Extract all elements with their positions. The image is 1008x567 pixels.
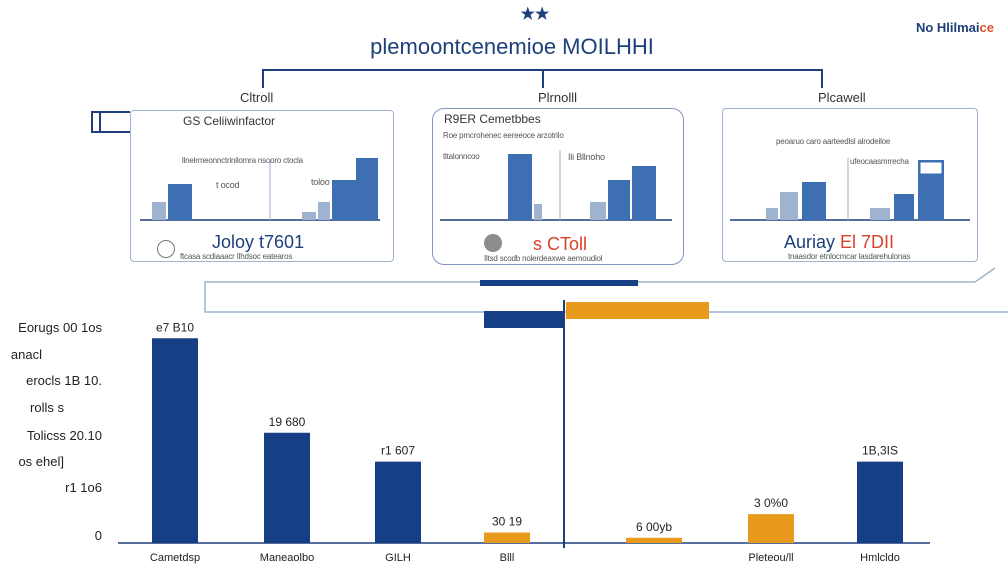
corner-brand-accent: ce [979, 20, 994, 35]
bar-1 [264, 432, 310, 543]
corner-brand-main: No Hlilmai [915, 20, 980, 35]
title-stars-icon: ★★ [520, 6, 550, 23]
panel-2-label: s CToll [533, 234, 587, 255]
x-tick-label-3: Blll [500, 552, 515, 564]
x-tick-label-1: Maneaolbo [260, 552, 314, 564]
page-title: plemoontcenemioe MOILHHI [370, 34, 654, 59]
panel-3-label-main: Auriay [784, 232, 836, 252]
panel-2-note: tltalonncoo [443, 152, 480, 161]
panel-2-label-accent: s CToll [533, 234, 588, 254]
left-axis-text-1: anacl [10, 347, 42, 362]
panel-2-note-2: Ili Bllnoho [568, 152, 605, 162]
x-tick-label-5: Pleteou/ll [748, 552, 793, 564]
bar-data-label-3: 30 19 [492, 515, 522, 529]
panel-3-caption: peoaruo caro aarteedlsl alrodeiloe [776, 137, 891, 146]
panel-1-note-2: toloo [311, 177, 330, 187]
left-axis-text-6: r1 1o6 [65, 480, 102, 495]
panel-2-caption: Roe pmcrohenec eereeoce arzotrilo [443, 131, 564, 140]
bar-2 [375, 461, 421, 543]
bar-data-label-2: r1 607 [381, 444, 415, 458]
panel-1-label: Joloy t7601 [212, 232, 304, 253]
bar-data-label-4: 6 00yb [636, 520, 672, 534]
panel-1-avatar-icon [157, 240, 175, 258]
bar-data-label-6: 1B,3IS [862, 444, 898, 458]
panel-1-mini-chart [140, 158, 380, 221]
bar-4 [626, 537, 682, 543]
panel-2-avatar-icon [484, 234, 502, 252]
x-tick-label-2: GILH [385, 552, 411, 564]
panel-3-footer: tnaasdor etnlocmcar lasdarehulonas [788, 252, 911, 261]
panel-3-mini-chart [730, 158, 970, 221]
panel-1-footer: ftcasa scdiaaacr Ilhdsoc eatearos [180, 252, 293, 261]
panel-3-note-2: ufeocaasmrrecha [850, 157, 909, 166]
panel-1-label-tail: t7601 [254, 232, 305, 252]
bar-6 [857, 461, 903, 543]
x-tick-label-0: Cametdsp [150, 552, 200, 564]
corner-brand: No Hlilmaice [916, 20, 994, 35]
left-axis-text-7: 0 [94, 528, 102, 543]
left-axis-text-3: rolls s [30, 400, 64, 415]
panel-1-heading: GS Celiiwinfactor [183, 114, 276, 128]
left-axis-text-2: erocls 1B 10. [26, 373, 102, 388]
panel-2-footer: Iltsd scodb nolerdeaxwe aemoudiol [484, 254, 603, 263]
panel-2-tab: Plrnolll [538, 90, 578, 105]
left-axis-text-5: os ehel] [18, 454, 64, 469]
bar-3 [484, 532, 530, 543]
panel-1-caption: llnelrmeonnctrinilomra nsooro ctocla [182, 156, 303, 165]
panel-1-tab: Cltroll [240, 90, 274, 105]
panel-1-label-main: Joloy [212, 232, 255, 252]
panel-2-heading: R9ER Cemetbbes [444, 112, 541, 126]
panel-1-note: t ocod [216, 180, 240, 190]
left-axis-text-0: Eorugs 00 1os [18, 320, 102, 335]
bar-5 [748, 514, 794, 543]
bar-0 [152, 338, 198, 543]
panel-2-mini-chart [440, 150, 672, 221]
x-tick-label-6: Hmlcldo [860, 552, 900, 564]
bar-data-label-0: e7 B10 [156, 320, 194, 334]
bar-data-label-5: 3 0%0 [754, 496, 788, 510]
panel-3-tab: Plcawell [818, 90, 866, 105]
panel-3-label: Auriay El 7DII [784, 232, 894, 253]
left-axis-text-4: Tolicss 20.10 [26, 428, 102, 443]
panel-3-label-accent: El 7DII [835, 232, 895, 252]
bar-data-label-1: 19 680 [269, 415, 306, 429]
